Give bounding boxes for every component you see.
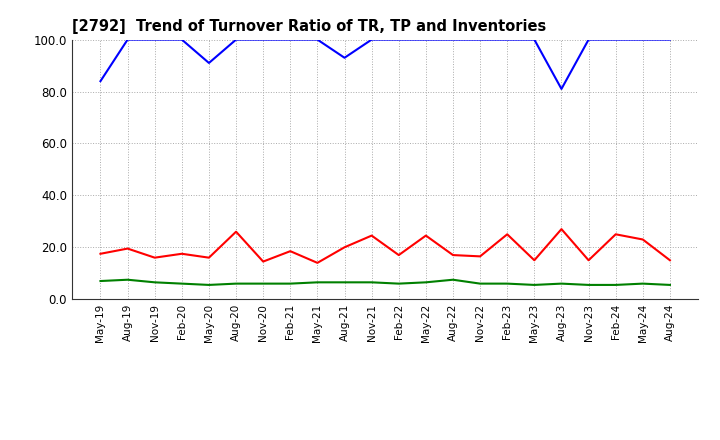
Trade Payables (395, 37, 403, 42)
Inventories (503, 281, 511, 286)
Trade Payables (449, 37, 457, 42)
Trade Payables (584, 37, 593, 42)
Trade Receivables (96, 251, 105, 257)
Trade Receivables (341, 245, 349, 250)
Inventories (611, 282, 620, 288)
Inventories (449, 277, 457, 282)
Trade Payables (503, 37, 511, 42)
Inventories (665, 282, 674, 288)
Trade Receivables (503, 231, 511, 237)
Trade Payables (639, 37, 647, 42)
Trade Payables (286, 37, 294, 42)
Trade Receivables (639, 237, 647, 242)
Inventories (557, 281, 566, 286)
Inventories (232, 281, 240, 286)
Trade Receivables (286, 249, 294, 254)
Inventories (476, 281, 485, 286)
Trade Payables (421, 37, 430, 42)
Inventories (204, 282, 213, 288)
Trade Receivables (476, 254, 485, 259)
Inventories (96, 279, 105, 284)
Inventories (367, 280, 376, 285)
Trade Payables (341, 55, 349, 60)
Line: Inventories: Inventories (101, 280, 670, 285)
Trade Payables (150, 37, 159, 42)
Inventories (584, 282, 593, 288)
Trade Payables (96, 78, 105, 84)
Line: Trade Receivables: Trade Receivables (101, 229, 670, 263)
Trade Payables (367, 37, 376, 42)
Trade Receivables (313, 260, 322, 265)
Trade Receivables (232, 229, 240, 235)
Trade Receivables (367, 233, 376, 238)
Inventories (286, 281, 294, 286)
Trade Payables (557, 86, 566, 92)
Trade Receivables (611, 231, 620, 237)
Inventories (150, 280, 159, 285)
Trade Receivables (584, 258, 593, 263)
Trade Receivables (178, 251, 186, 257)
Trade Payables (313, 37, 322, 42)
Trade Receivables (557, 227, 566, 232)
Trade Payables (123, 37, 132, 42)
Trade Payables (665, 37, 674, 42)
Trade Payables (178, 37, 186, 42)
Trade Receivables (530, 258, 539, 263)
Inventories (259, 281, 268, 286)
Trade Payables (259, 37, 268, 42)
Trade Payables (476, 37, 485, 42)
Inventories (123, 277, 132, 282)
Trade Payables (611, 37, 620, 42)
Inventories (530, 282, 539, 288)
Inventories (639, 281, 647, 286)
Line: Trade Payables: Trade Payables (101, 40, 670, 89)
Inventories (178, 281, 186, 286)
Trade Receivables (665, 258, 674, 263)
Trade Receivables (204, 255, 213, 260)
Inventories (341, 280, 349, 285)
Trade Payables (204, 60, 213, 66)
Trade Payables (232, 37, 240, 42)
Trade Payables (530, 37, 539, 42)
Text: [2792]  Trend of Turnover Ratio of TR, TP and Inventories: [2792] Trend of Turnover Ratio of TR, TP… (72, 19, 546, 34)
Trade Receivables (395, 253, 403, 258)
Trade Receivables (150, 255, 159, 260)
Trade Receivables (449, 253, 457, 258)
Trade Receivables (259, 259, 268, 264)
Inventories (313, 280, 322, 285)
Inventories (395, 281, 403, 286)
Inventories (421, 280, 430, 285)
Trade Receivables (421, 233, 430, 238)
Trade Receivables (123, 246, 132, 251)
